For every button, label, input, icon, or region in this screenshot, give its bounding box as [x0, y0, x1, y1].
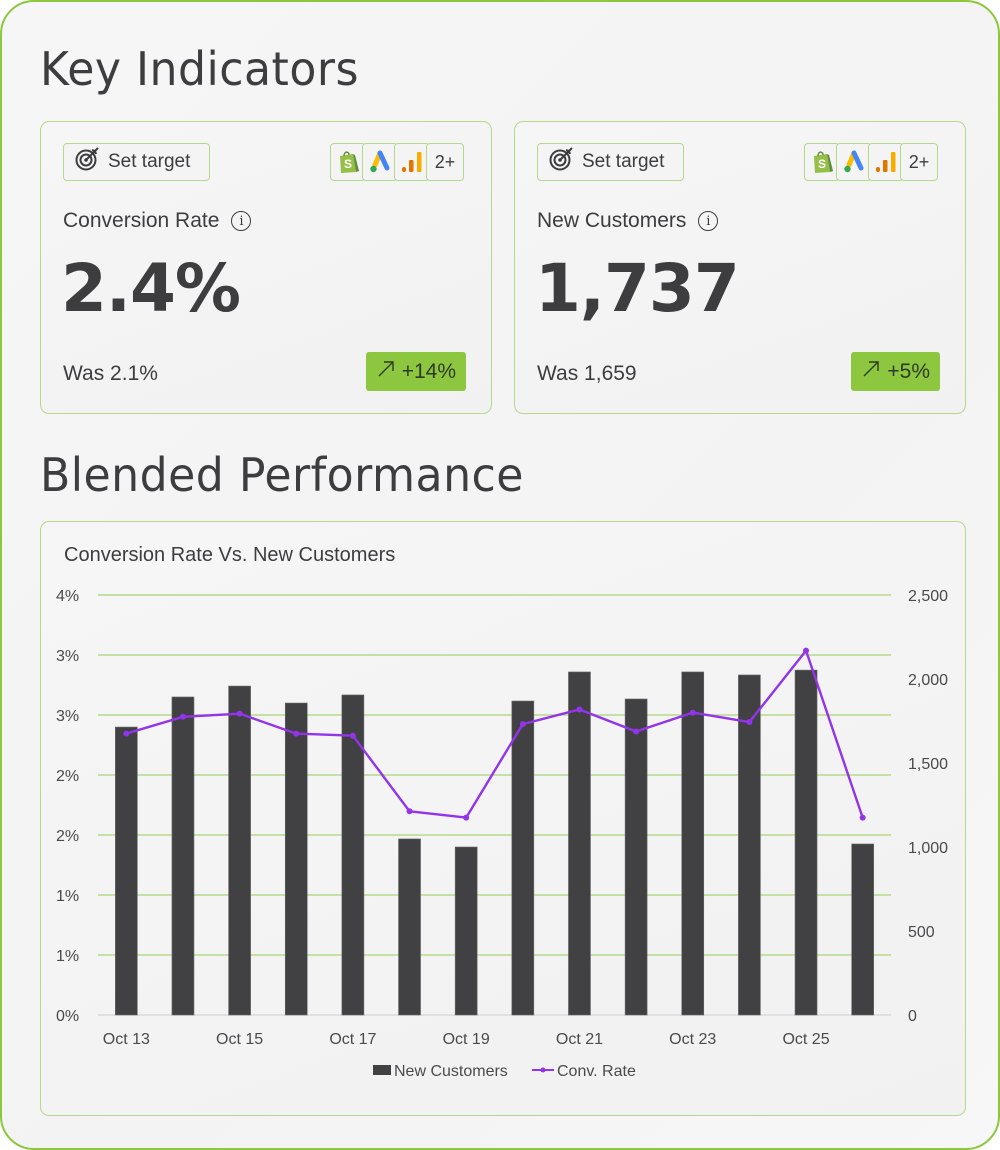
shopify-icon: S	[330, 143, 366, 181]
bar-new-customers[interactable]	[568, 671, 591, 1016]
line-point-conv-rate[interactable]	[689, 709, 696, 716]
line-point-conv-rate[interactable]	[123, 730, 130, 737]
info-icon[interactable]: i	[698, 211, 719, 231]
left-axis-tick: 3%	[56, 648, 79, 665]
metric-label-text: Conversion Rate	[63, 209, 220, 232]
left-axis-tick: 1%	[56, 948, 79, 965]
previous-value: Was 1,659	[537, 362, 637, 385]
bar-new-customers[interactable]	[454, 846, 478, 1016]
more-sources-badge[interactable]: 2+	[900, 143, 938, 181]
delta-badge: +5%	[851, 352, 940, 391]
line-point-conv-rate[interactable]	[406, 808, 413, 815]
chart-card: Conversion Rate Vs. New Customers 4% 3% 3%…	[40, 521, 966, 1116]
data-sources[interactable]: S 2+	[330, 143, 464, 181]
kpi-card-new-customers: Set target S 2+ New Customers i 1,737 Wa…	[514, 121, 966, 414]
svg-text:S: S	[344, 157, 352, 171]
line-point-conv-rate[interactable]	[236, 710, 243, 717]
combo-chart: 4% 3% 3% 2% 2% 1% 1% 0% 2,500 2,000 1,500 1,000 500 0…	[56, 588, 948, 1080]
section-title-blended-performance: Blended Performance	[40, 448, 524, 502]
line-point-conv-rate[interactable]	[576, 706, 583, 713]
previous-value: Was 2.1%	[63, 362, 158, 385]
bar-new-customers[interactable]	[851, 843, 874, 1016]
metric-label-text: New Customers	[537, 209, 687, 232]
delta-value: +5%	[887, 359, 930, 383]
delta-badge: +14%	[365, 352, 466, 391]
right-axis-tick: 1,500	[908, 756, 948, 773]
metric-label: New Customers i	[537, 209, 719, 233]
metric-label: Conversion Rate i	[63, 209, 252, 233]
bar-new-customers[interactable]	[794, 669, 818, 1016]
right-axis-tick: 2,000	[908, 672, 948, 689]
legend-swatch-bar	[373, 1065, 391, 1075]
arrow-up-right-icon	[376, 359, 396, 385]
kpi-card-conversion-rate: Set target S 2+ Conversion Rate i 2.4% W…	[40, 121, 492, 414]
right-axis-tick: 0	[908, 1008, 917, 1025]
shopify-icon: S	[804, 143, 840, 181]
x-axis-tick: Oct 23	[669, 1031, 716, 1048]
info-icon[interactable]: i	[231, 211, 252, 231]
bar-new-customers[interactable]	[341, 694, 365, 1016]
x-axis-tick: Oct 21	[556, 1031, 603, 1048]
x-axis-tick: Oct 17	[329, 1031, 376, 1048]
left-axis-tick: 2%	[56, 828, 79, 845]
x-axis-tick: Oct 19	[443, 1031, 490, 1048]
x-axis-tick: Oct 15	[216, 1031, 263, 1048]
metric-value: 2.4%	[61, 250, 241, 327]
more-sources-badge[interactable]: 2+	[426, 143, 464, 181]
legend-label-new-customers[interactable]: New Customers	[394, 1063, 508, 1080]
metric-value: 1,737	[535, 250, 740, 327]
legend-label-conv-rate[interactable]: Conv. Rate	[557, 1063, 636, 1080]
line-point-conv-rate[interactable]	[293, 730, 300, 737]
line-point-conv-rate[interactable]	[179, 713, 186, 720]
line-point-conv-rate[interactable]	[803, 647, 810, 654]
set-target-label: Set target	[108, 151, 191, 172]
bar-new-customers[interactable]	[624, 698, 648, 1016]
x-axis-tick: Oct 13	[103, 1031, 150, 1048]
line-conv-rate	[125, 649, 864, 819]
left-axis-tick: 2%	[56, 768, 79, 785]
right-axis-tick: 2,500	[908, 588, 948, 605]
right-axis-tick: 500	[908, 924, 935, 941]
set-target-button[interactable]: Set target	[63, 143, 210, 181]
right-axis-tick: 1,000	[908, 840, 948, 857]
target-icon	[548, 146, 574, 178]
bar-new-customers[interactable]	[284, 702, 308, 1016]
delta-value: +14%	[401, 359, 456, 383]
line-point-conv-rate[interactable]	[746, 719, 753, 726]
section-title-key-indicators: Key Indicators	[40, 42, 359, 96]
line-point-conv-rate[interactable]	[349, 732, 356, 739]
left-axis-tick: 1%	[56, 888, 79, 905]
x-axis-tick: Oct 25	[782, 1031, 829, 1048]
bar-new-customers[interactable]	[115, 726, 138, 1016]
google-analytics-icon	[394, 143, 430, 181]
bar-new-customers[interactable]	[398, 838, 421, 1016]
set-target-button[interactable]: Set target	[537, 143, 684, 181]
left-axis-tick: 0%	[56, 1008, 79, 1025]
bar-new-customers[interactable]	[228, 685, 251, 1016]
svg-text:S: S	[818, 157, 826, 171]
line-point-conv-rate[interactable]	[463, 814, 470, 821]
chart-title: Conversion Rate Vs. New Customers	[64, 544, 396, 566]
google-ads-icon	[836, 143, 872, 181]
left-axis-tick: 4%	[56, 588, 79, 605]
left-axis-tick: 3%	[56, 708, 79, 725]
target-icon	[74, 146, 100, 178]
google-ads-icon	[362, 143, 398, 181]
set-target-label: Set target	[582, 151, 665, 172]
data-sources[interactable]: S 2+	[804, 143, 938, 181]
line-point-conv-rate[interactable]	[519, 721, 526, 728]
bar-new-customers[interactable]	[738, 674, 761, 1016]
google-analytics-icon	[868, 143, 904, 181]
bar-new-customers[interactable]	[171, 696, 195, 1016]
line-point-conv-rate[interactable]	[859, 814, 866, 821]
line-point-conv-rate[interactable]	[633, 728, 640, 735]
arrow-up-right-icon	[861, 359, 881, 385]
bar-new-customers[interactable]	[511, 700, 535, 1016]
bar-new-customers[interactable]	[681, 671, 705, 1016]
